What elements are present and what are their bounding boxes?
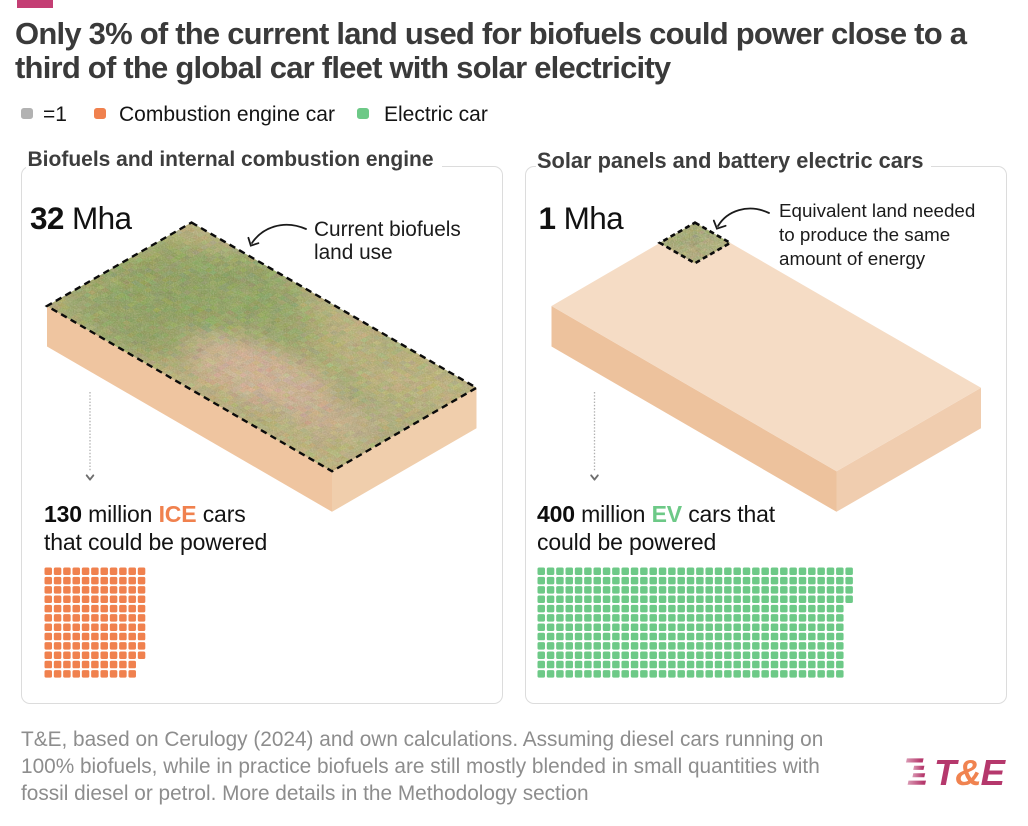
svg-text:T&E: T&E (934, 752, 1007, 793)
